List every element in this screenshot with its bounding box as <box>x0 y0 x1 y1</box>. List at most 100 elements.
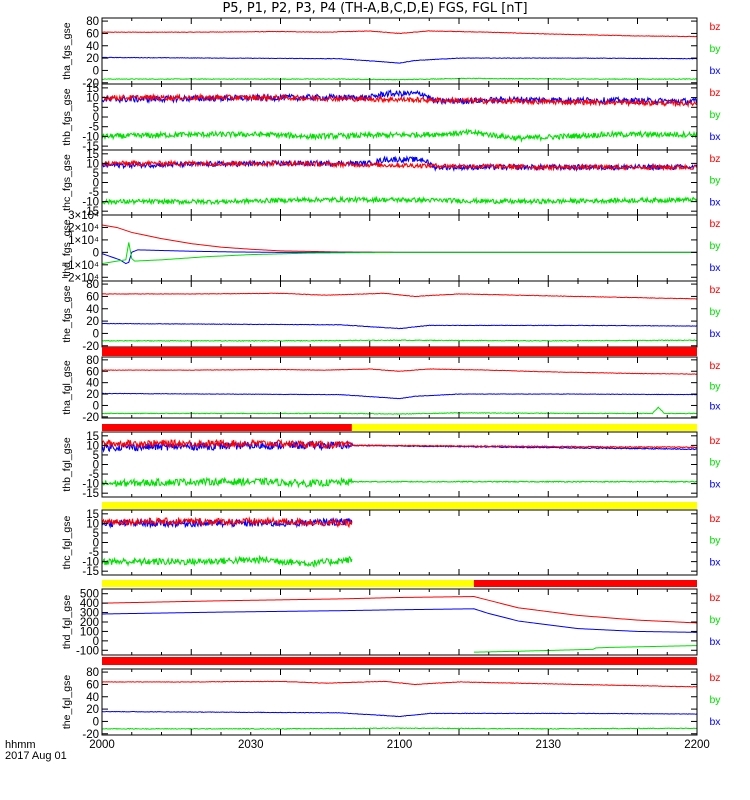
y-tick-label: 2×10⁴ <box>68 222 99 234</box>
legend-by: by <box>709 175 721 187</box>
series-by <box>101 554 353 568</box>
y-tick-label: 20 <box>86 53 99 65</box>
y-tick-label: 100 <box>80 626 99 638</box>
y-axis-label: thd_fgl_gse <box>61 595 73 649</box>
legend-bx: bx <box>709 636 721 648</box>
y-tick-label: -5 <box>89 469 99 481</box>
y-tick-label: 10 <box>86 518 99 530</box>
title: P5, P1, P2, P3, P4 (TH-A,B,C,D,E) FGS, F… <box>222 1 528 16</box>
legend-bz: bz <box>709 153 720 165</box>
series-by <box>101 77 698 81</box>
legend-by: by <box>709 109 721 121</box>
series-bx <box>101 56 698 64</box>
y-tick-label: 10 <box>86 158 99 170</box>
series-bz <box>101 224 697 253</box>
legend-bz: bz <box>709 435 720 447</box>
mode-bar-segment <box>351 424 697 431</box>
y-axis-label: thb_fgl_gse <box>61 437 73 491</box>
y-tick-label: 15 <box>86 83 99 95</box>
mode-bar-segment <box>102 502 697 509</box>
y-tick-label: 0 <box>93 538 99 550</box>
mode-bar <box>102 347 697 356</box>
legend-bx: bx <box>709 716 721 728</box>
mode-bar <box>102 502 697 509</box>
legend-bx: bx <box>709 401 721 413</box>
time-axis-label: hhmm <box>5 739 36 751</box>
x-tick-label: 2030 <box>238 739 264 751</box>
x-tick-label: 2130 <box>535 739 561 751</box>
y-tick-label: 15 <box>86 149 99 161</box>
series-bx <box>101 710 698 718</box>
y-tick-label: 1×10⁴ <box>68 235 99 247</box>
y-tick-label: 60 <box>86 28 99 40</box>
y-tick-label: 80 <box>86 279 99 291</box>
panel-frame <box>101 214 698 282</box>
y-axis-label: thc_fgl_gse <box>61 515 73 569</box>
y-tick-label: 0 <box>93 178 99 190</box>
y-tick-label: 10 <box>86 440 99 452</box>
y-tick-label: -15 <box>82 206 99 218</box>
y-axis-label: the_fgs_gse <box>61 285 73 342</box>
legend-by: by <box>709 614 721 626</box>
y-tick-label: 3×10⁴ <box>68 210 99 222</box>
series-bx <box>101 322 698 330</box>
panel-frame <box>101 280 698 348</box>
y-tick-label: 20 <box>86 316 99 328</box>
y-axis-label: the_fgl_gse <box>61 675 73 729</box>
y-tick-label: 0 <box>93 460 99 472</box>
y-tick-label: -10 <box>82 131 99 143</box>
y-tick-label: 10 <box>86 93 99 105</box>
date-label: 2017 Aug 01 <box>5 750 67 762</box>
series-bz <box>101 368 698 375</box>
mode-bar-segment <box>102 657 697 665</box>
mode-bar-segment <box>473 580 697 587</box>
y-tick-label: -15 <box>82 566 99 578</box>
y-tick-label: 60 <box>86 291 99 303</box>
series-by <box>101 195 698 206</box>
y-axis-label: thd_fgs_gse <box>61 219 73 276</box>
panel-frame <box>101 668 698 736</box>
mode-bar <box>102 424 697 431</box>
y-tick-label: 40 <box>86 692 99 704</box>
series-bz <box>101 516 353 529</box>
legend-by: by <box>709 535 721 547</box>
y-tick-label: -10 <box>82 557 99 569</box>
legend-bz: bz <box>709 360 720 372</box>
legend-bx: bx <box>709 262 721 274</box>
series-bz <box>101 438 698 450</box>
legend-bx: bx <box>709 328 721 340</box>
y-tick-label: −2×10⁴ <box>61 272 99 284</box>
y-tick-label: -20 <box>82 412 99 424</box>
y-tick-label: 5 <box>93 450 99 462</box>
series-by <box>101 242 697 265</box>
time-axis: 2000 2030 2100 2130 2200 <box>89 739 710 751</box>
y-tick-label: -10 <box>82 479 99 491</box>
series-bz <box>101 596 698 624</box>
y-tick-label: 80 <box>86 667 99 679</box>
series-bx <box>101 392 698 400</box>
mode-bar <box>102 580 697 587</box>
y-tick-label: 0 <box>93 247 99 259</box>
y-axis-label: thb_fgs_gse <box>61 88 73 145</box>
series-by <box>101 128 698 143</box>
series-by <box>473 645 698 653</box>
legend-bz: bz <box>709 21 720 33</box>
y-tick-label: 0 <box>93 112 99 124</box>
y-tick-label: -5 <box>89 547 99 559</box>
y-tick-label: 0 <box>93 716 99 728</box>
legend-by: by <box>709 694 721 706</box>
series-by <box>101 476 698 489</box>
y-tick-label: -10 <box>82 197 99 209</box>
x-tick-label: 2000 <box>89 739 115 751</box>
series-bz <box>101 30 698 38</box>
mode-bar-segment <box>102 580 474 587</box>
mode-bar-segment <box>102 424 352 431</box>
y-tick-label: 60 <box>86 679 99 691</box>
y-axis-label: thc_fgs_gse <box>61 154 73 211</box>
